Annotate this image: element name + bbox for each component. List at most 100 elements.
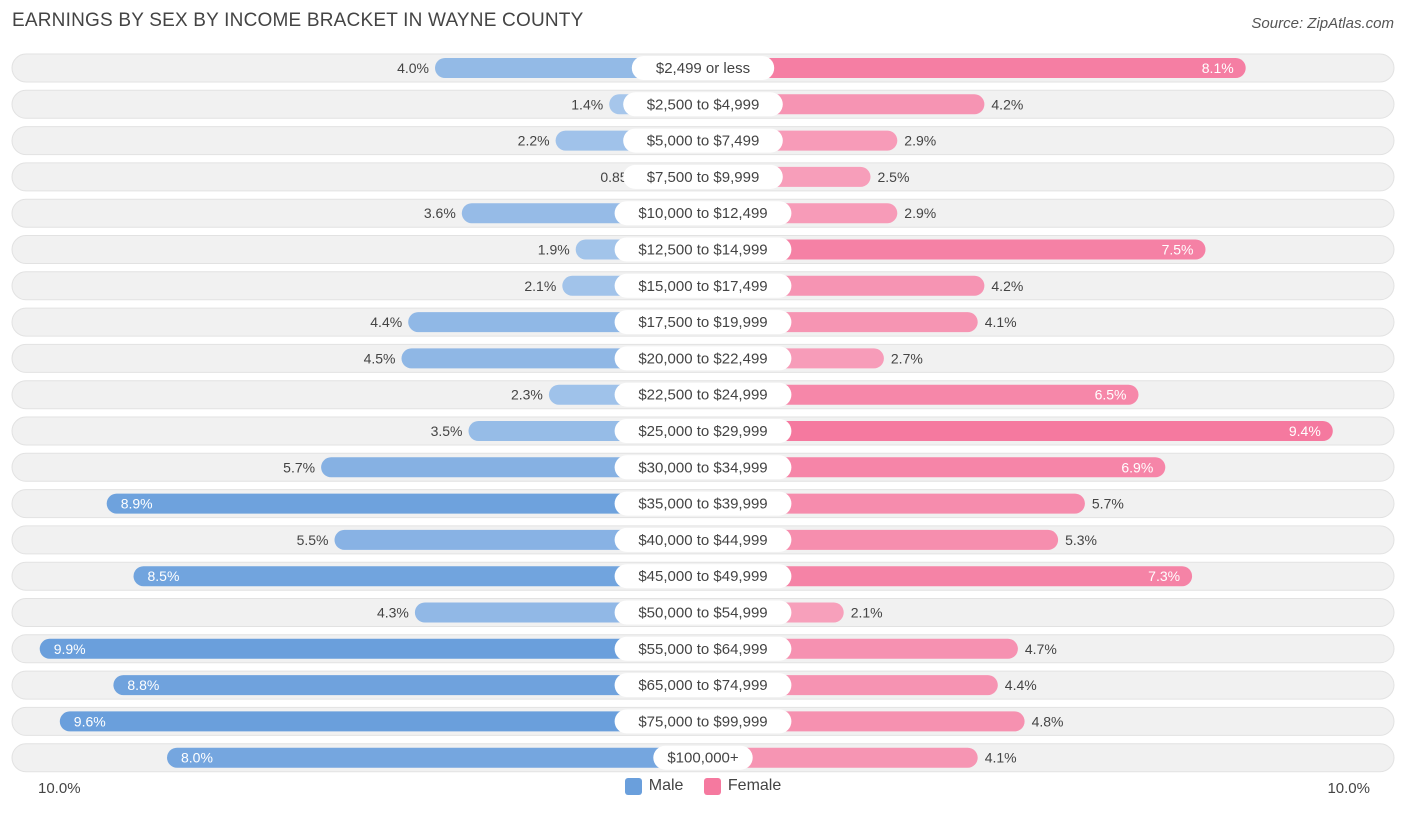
axis-left-label: 10.0% (38, 780, 81, 797)
male-value-label: 8.8% (127, 677, 159, 693)
legend-swatch-male (624, 777, 642, 795)
female-value-label: 4.8% (1032, 713, 1064, 729)
category-label: $2,500 to $4,999 (647, 96, 760, 113)
female-bar (703, 421, 1333, 441)
category-pill (614, 673, 792, 698)
category-pill (614, 564, 792, 589)
bar-row: 4.3% 2.1% $50,000 to $54,999 (11, 598, 1395, 627)
category-pill (614, 455, 792, 480)
category-pill (614, 310, 792, 335)
male-value-label: 2.3% (511, 387, 543, 403)
female-value-label: 4.2% (991, 96, 1023, 112)
bar-row: 4.4% 4.1% $17,500 to $19,999 (11, 307, 1395, 337)
female-bar (703, 566, 1193, 587)
category-pill (614, 346, 792, 371)
female-value-label: 7.5% (1162, 242, 1194, 258)
male-value-label: 8.9% (121, 496, 153, 512)
category-label: $75,000 to $99,999 (638, 713, 767, 730)
female-value-label: 2.9% (904, 133, 936, 149)
category-label: $100,000+ (667, 750, 739, 767)
male-value-label: 4.3% (377, 605, 409, 621)
female-bar (703, 58, 1246, 78)
female-bar (703, 529, 1059, 550)
category-pill (614, 636, 792, 661)
category-label: $55,000 to $64,999 (638, 641, 767, 658)
male-bar (39, 638, 703, 659)
category-label: $10,000 to $12,499 (638, 205, 767, 222)
category-pill (623, 164, 783, 189)
source-brand[interactable]: ZipAtlas.com (1307, 15, 1394, 32)
bar-row: 8.0% 4.1% $100,000+ (11, 743, 1395, 773)
category-label: $50,000 to $54,999 (638, 605, 767, 622)
bar-row: 4.0% 8.1% $2,499 or less (11, 53, 1395, 83)
category-label: $25,000 to $29,999 (638, 423, 767, 440)
legend-swatch-female (703, 777, 721, 795)
category-pill (614, 382, 792, 407)
source-prefix: Source: (1251, 15, 1308, 32)
female-bar (703, 493, 1085, 514)
bar-row: 9.9% 4.7% $55,000 to $64,999 (11, 634, 1395, 664)
female-value-label: 7.3% (1148, 568, 1180, 584)
category-pill (614, 237, 792, 262)
male-value-label: 8.0% (181, 750, 213, 766)
female-value-label: 4.1% (985, 314, 1017, 330)
category-pill (623, 92, 783, 117)
female-value-label: 4.1% (985, 750, 1017, 766)
female-value-label: 5.7% (1092, 496, 1124, 512)
category-label: $40,000 to $44,999 (638, 532, 767, 549)
category-label: $7,500 to $9,999 (647, 169, 760, 186)
legend-label-female: Female (727, 777, 782, 794)
male-bar (113, 675, 703, 696)
category-pill (614, 709, 792, 734)
female-value-label: 2.9% (904, 205, 936, 221)
category-label: $12,500 to $14,999 (638, 242, 767, 259)
female-value-label: 9.4% (1289, 423, 1321, 439)
male-bar (321, 457, 703, 478)
female-value-label: 4.4% (1005, 677, 1037, 693)
category-label: $5,000 to $7,499 (647, 133, 760, 150)
category-pill (614, 201, 792, 226)
legend-item-male[interactable]: Male (624, 777, 684, 795)
female-bar (703, 239, 1206, 260)
category-label: $45,000 to $49,999 (638, 568, 767, 585)
category-pill (631, 56, 775, 80)
male-value-label: 4.5% (364, 350, 396, 366)
female-bar (703, 457, 1166, 478)
source-credit: Source: ZipAtlas.com (1251, 15, 1394, 32)
category-pill (653, 745, 753, 770)
chart-title: EARNINGS BY SEX BY INCOME BRACKET IN WAY… (12, 10, 584, 31)
category-label: $2,499 or less (656, 60, 750, 77)
bar-row: 3.5% 9.4% $25,000 to $29,999 (11, 416, 1395, 446)
male-value-label: 1.9% (538, 242, 570, 258)
male-value-label: 5.7% (283, 459, 315, 475)
female-value-label: 2.7% (891, 350, 923, 366)
bar-row: 8.5% 7.3% $45,000 to $49,999 (11, 561, 1395, 591)
category-label: $65,000 to $74,999 (638, 677, 767, 694)
bar-row: 3.6% 2.9% $10,000 to $12,499 (11, 198, 1395, 228)
male-value-label: 1.4% (571, 96, 603, 112)
bar-row: 2.3% 6.5% $22,500 to $24,999 (11, 380, 1395, 410)
category-label: $30,000 to $34,999 (638, 459, 767, 476)
male-bar (133, 566, 703, 587)
bar-row: 1.4% 4.2% $2,500 to $4,999 (11, 89, 1395, 119)
female-value-label: 4.2% (991, 278, 1023, 294)
axis-right-label: 10.0% (1327, 780, 1370, 797)
male-value-label: 4.4% (370, 314, 402, 330)
bar-chart: 4.0% 8.1% $2,499 or less 1.4% 4.2% $2,500 to … (11, 53, 1395, 773)
bar-row: 9.6% 4.8% $75,000 to $99,999 (11, 706, 1395, 736)
category-label: $22,500 to $24,999 (638, 387, 767, 404)
legend-item-female[interactable]: Female (703, 777, 782, 795)
category-pill (614, 491, 792, 516)
category-label: $15,000 to $17,499 (638, 278, 767, 295)
bar-row: 8.9% 5.7% $35,000 to $39,999 (11, 489, 1395, 519)
female-value-label: 2.1% (851, 605, 883, 621)
male-value-label: 4.0% (397, 60, 429, 76)
female-bar (703, 747, 978, 768)
male-value-label: 9.9% (54, 641, 86, 657)
male-value-label: 2.1% (524, 278, 556, 294)
male-value-label: 3.6% (424, 205, 456, 221)
male-value-label: 2.2% (518, 133, 550, 149)
legend-label-male: Male (648, 777, 684, 794)
female-value-label: 8.1% (1202, 60, 1234, 76)
bar-row: 2.1% 4.2% $15,000 to $17,499 (11, 271, 1395, 301)
